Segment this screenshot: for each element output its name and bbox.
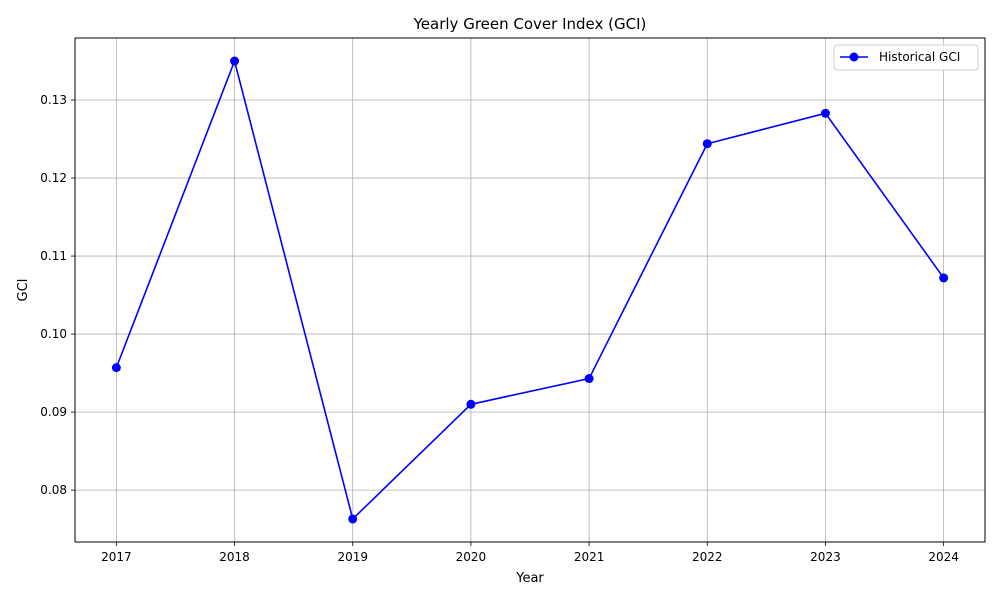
plot-frame — [74, 37, 986, 543]
data-point — [230, 56, 240, 66]
data-point — [820, 108, 830, 118]
series-line — [115, 60, 945, 520]
series-layer — [111, 56, 949, 524]
y-tick-label: 0.08 — [40, 483, 67, 497]
x-tick-label: 2021 — [574, 550, 605, 564]
y-tick-label: 0.10 — [40, 327, 67, 341]
x-axis-label: Year — [515, 571, 544, 586]
data-point — [348, 514, 358, 524]
x-tick-label: 2023 — [810, 550, 841, 564]
y-tick-label: 0.12 — [40, 171, 67, 185]
y-tick-label: 0.09 — [40, 405, 67, 419]
y-tick-label: 0.11 — [40, 249, 67, 263]
x-tick-label: 2019 — [337, 550, 368, 564]
x-tick-label: 2020 — [456, 550, 487, 564]
x-tick-label: 2017 — [101, 550, 132, 564]
data-point — [111, 363, 121, 373]
y-axis-label: GCI — [16, 279, 31, 302]
tick-layer: 2017 2018 2019 2020 2021 2022 2023 2024 0.08 0.09… — [40, 93, 959, 564]
legend-box — [833, 44, 979, 71]
legend-marker-sample — [849, 52, 859, 62]
grid — [75, 38, 985, 542]
x-tick-label: 2022 — [692, 550, 723, 564]
data-point — [466, 399, 476, 409]
data-point — [584, 374, 594, 384]
x-tick-label: 2018 — [219, 550, 250, 564]
legend-label: Historical GCI — [879, 50, 960, 64]
chart-title: Yearly Green Cover Index (GCI) — [413, 15, 647, 33]
legend: Historical GCI — [833, 44, 979, 71]
data-point — [939, 273, 949, 283]
x-tick-label: 2024 — [928, 550, 959, 564]
y-tick-label: 0.13 — [40, 93, 67, 107]
data-point — [702, 139, 712, 149]
